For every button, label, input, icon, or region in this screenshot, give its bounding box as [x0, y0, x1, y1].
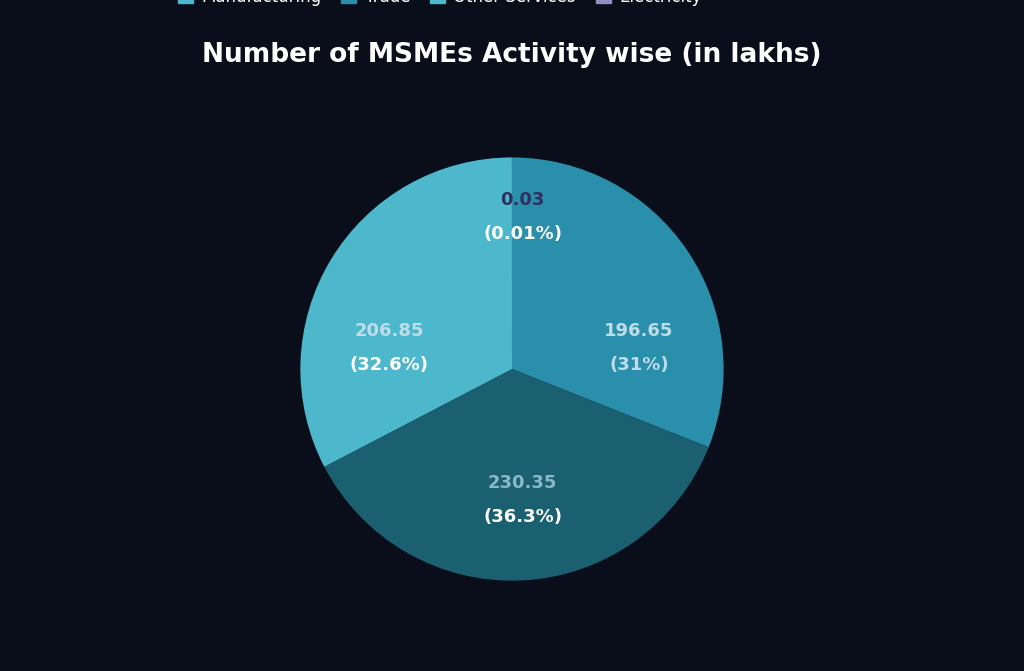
Text: 0.03: 0.03 [501, 191, 545, 209]
Wedge shape [325, 369, 709, 580]
Text: (36.3%): (36.3%) [483, 508, 562, 526]
Text: Number of MSMEs Activity wise (in lakhs): Number of MSMEs Activity wise (in lakhs) [203, 42, 821, 68]
Text: 206.85: 206.85 [354, 322, 424, 340]
Wedge shape [300, 158, 512, 467]
Legend: Manufacturing, Trade, Other Services, Electricity: Manufacturing, Trade, Other Services, El… [171, 0, 709, 13]
Text: (31%): (31%) [609, 356, 669, 374]
Text: (32.6%): (32.6%) [350, 356, 429, 374]
Text: 196.65: 196.65 [604, 322, 674, 340]
Wedge shape [512, 158, 724, 448]
Text: (0.01%): (0.01%) [483, 225, 562, 243]
Text: 230.35: 230.35 [487, 474, 557, 493]
